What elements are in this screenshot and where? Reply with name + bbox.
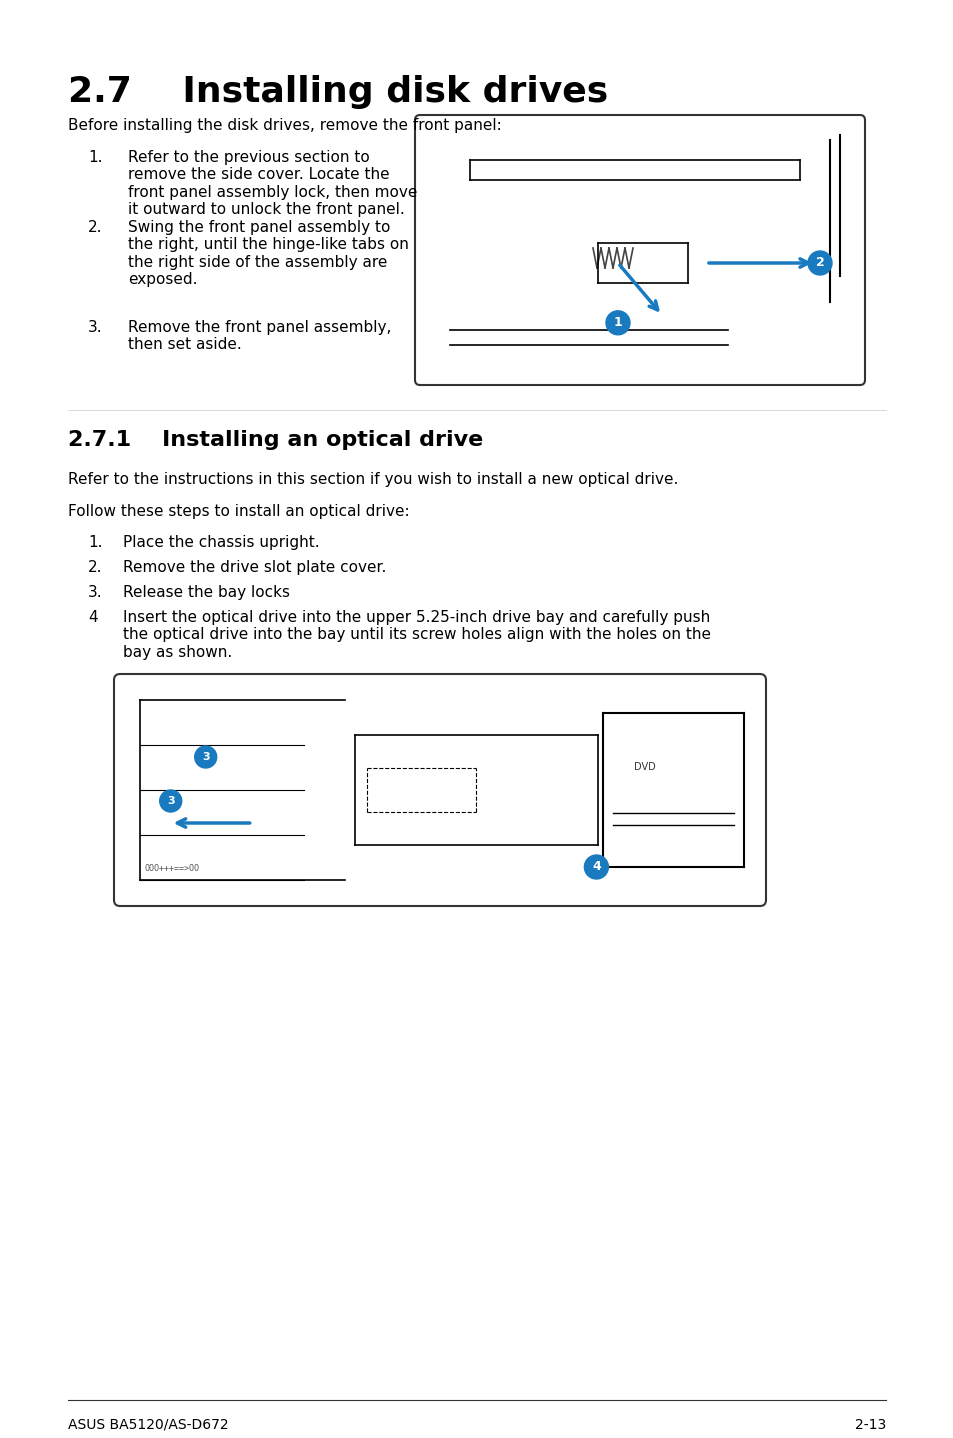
Text: 4: 4 [592, 860, 600, 873]
Text: 1.: 1. [88, 535, 102, 549]
Text: 2.7.1    Installing an optical drive: 2.7.1 Installing an optical drive [68, 430, 483, 450]
Text: Remove the drive slot plate cover.: Remove the drive slot plate cover. [123, 559, 386, 575]
Text: Follow these steps to install an optical drive:: Follow these steps to install an optical… [68, 503, 409, 519]
Text: 2.: 2. [88, 220, 102, 234]
Text: Swing the front panel assembly to
the right, until the hinge-like tabs on
the ri: Swing the front panel assembly to the ri… [128, 220, 409, 288]
Circle shape [584, 856, 608, 879]
Circle shape [807, 252, 831, 275]
Text: Release the bay locks: Release the bay locks [123, 585, 290, 600]
Text: ASUS BA5120/AS-D672: ASUS BA5120/AS-D672 [68, 1418, 229, 1432]
Text: 2.7    Installing disk drives: 2.7 Installing disk drives [68, 75, 608, 109]
Text: 1.: 1. [88, 150, 102, 165]
Text: 1: 1 [613, 316, 621, 329]
Text: 3.: 3. [88, 321, 103, 335]
Text: 3.: 3. [88, 585, 103, 600]
Text: OOO+++==>OO: OOO+++==>OO [145, 864, 200, 873]
Text: Before installing the disk drives, remove the front panel:: Before installing the disk drives, remov… [68, 118, 501, 132]
FancyBboxPatch shape [415, 115, 864, 385]
Circle shape [159, 789, 181, 812]
Text: Remove the front panel assembly,
then set aside.: Remove the front panel assembly, then se… [128, 321, 391, 352]
Text: DVD: DVD [634, 762, 656, 772]
Text: Place the chassis upright.: Place the chassis upright. [123, 535, 319, 549]
Text: 4: 4 [88, 610, 97, 626]
FancyBboxPatch shape [113, 674, 765, 906]
Circle shape [605, 311, 629, 335]
Text: 2-13: 2-13 [854, 1418, 885, 1432]
Text: Insert the optical drive into the upper 5.25-inch drive bay and carefully push
t: Insert the optical drive into the upper … [123, 610, 710, 660]
Text: 2.: 2. [88, 559, 102, 575]
Text: Refer to the instructions in this section if you wish to install a new optical d: Refer to the instructions in this sectio… [68, 472, 678, 487]
Circle shape [194, 746, 216, 768]
Text: 3: 3 [202, 752, 210, 762]
Text: Refer to the previous section to
remove the side cover. Locate the
front panel a: Refer to the previous section to remove … [128, 150, 417, 217]
Text: 3: 3 [167, 797, 174, 807]
Text: 2: 2 [815, 256, 823, 269]
